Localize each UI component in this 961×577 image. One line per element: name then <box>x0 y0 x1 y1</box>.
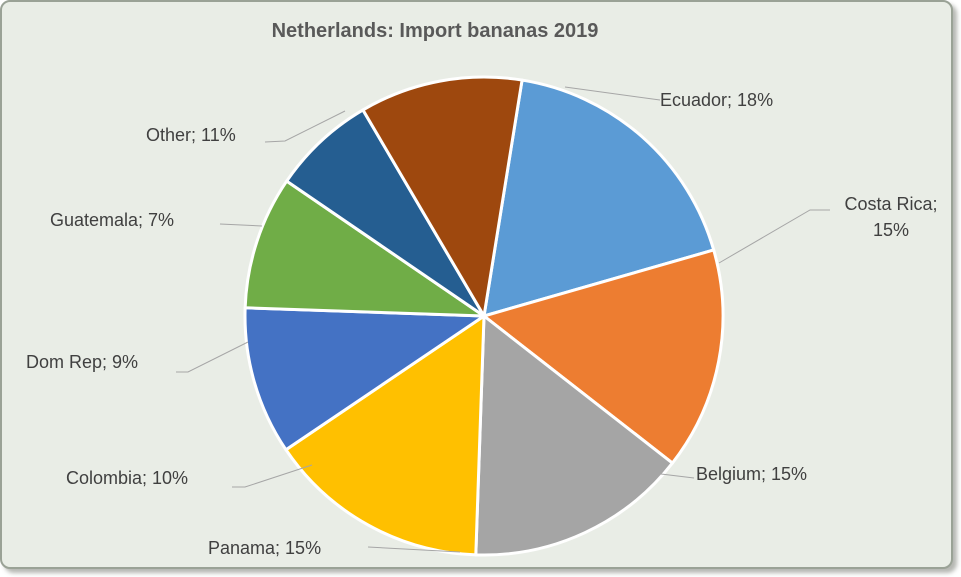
leader-line-guatemala <box>219 223 263 227</box>
data-label-costa-rica: Costa Rica; 15% <box>844 194 937 240</box>
data-label-panama: Panama; 15% <box>208 538 321 558</box>
leader-line-other <box>264 110 346 143</box>
data-label-other: Other; 11% <box>146 125 236 145</box>
pie-slice-costa-rica <box>482 248 725 465</box>
pie-slice-guatemala <box>285 108 486 318</box>
leader-line-belgium <box>660 473 695 479</box>
leader-line-dom-rep <box>176 341 249 373</box>
data-label-dom-rep: Dom Rep; 9% <box>26 352 138 372</box>
pie-slice-panama <box>284 314 486 557</box>
data-label-guatemala: Guatemala; 7% <box>50 210 174 230</box>
pie-slice-ecuador <box>482 78 716 318</box>
leader-line-panama <box>367 546 461 553</box>
leader-line-ecuador <box>564 86 661 101</box>
pie-slice-belgium <box>474 314 674 557</box>
pie-slice-dom-rep <box>243 179 486 318</box>
leader-line-costa-rica <box>718 209 830 264</box>
data-label-belgium: Belgium; 15% <box>696 464 807 484</box>
data-label-ecuador: Ecuador; 18% <box>660 90 773 110</box>
data-label-colombia: Colombia; 10% <box>66 468 188 488</box>
leader-line-colombia <box>232 464 313 488</box>
pie-slice-other <box>361 75 524 318</box>
chart-title: Netherlands: Import bananas 2019 <box>271 20 599 42</box>
pie-slice-colombia <box>243 306 486 452</box>
